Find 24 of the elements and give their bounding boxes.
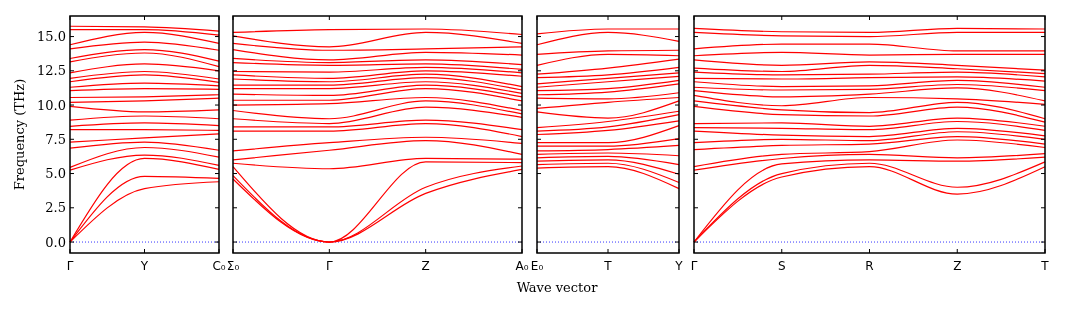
x-tick-label: E₀	[530, 259, 544, 273]
x-tick-label: R	[865, 259, 874, 273]
y-tick-label: 2.5	[45, 200, 66, 216]
x-tick-label: Γ	[690, 259, 698, 273]
x-tick-label: A₀	[515, 259, 529, 273]
y-tick-label: 5.0	[45, 166, 66, 182]
x-tick-label: T	[603, 259, 613, 273]
x-tick-label: Σ₀	[226, 259, 240, 273]
x-tick-label: Z	[421, 259, 430, 273]
x-tick-label: C₀	[212, 259, 226, 273]
y-tick-label: 15.0	[37, 29, 66, 45]
x-tick-label: Z	[953, 259, 962, 273]
x-tick-label: S	[777, 259, 786, 273]
x-tick-label: Y	[139, 259, 149, 273]
x-axis-title: Wave vector	[516, 280, 599, 295]
x-tick-label: Y	[674, 259, 684, 273]
y-tick-label: 7.5	[45, 131, 66, 147]
x-tick-label: T	[1040, 259, 1050, 273]
y-tick-label: 12.5	[37, 63, 66, 79]
x-tick-label: Γ	[325, 259, 333, 273]
y-tick-label: 10.0	[37, 97, 66, 113]
y-tick-label: 0.0	[45, 234, 66, 250]
y-axis-title: Frequency (THz)	[12, 78, 27, 191]
x-tick-label: Γ	[66, 259, 74, 273]
